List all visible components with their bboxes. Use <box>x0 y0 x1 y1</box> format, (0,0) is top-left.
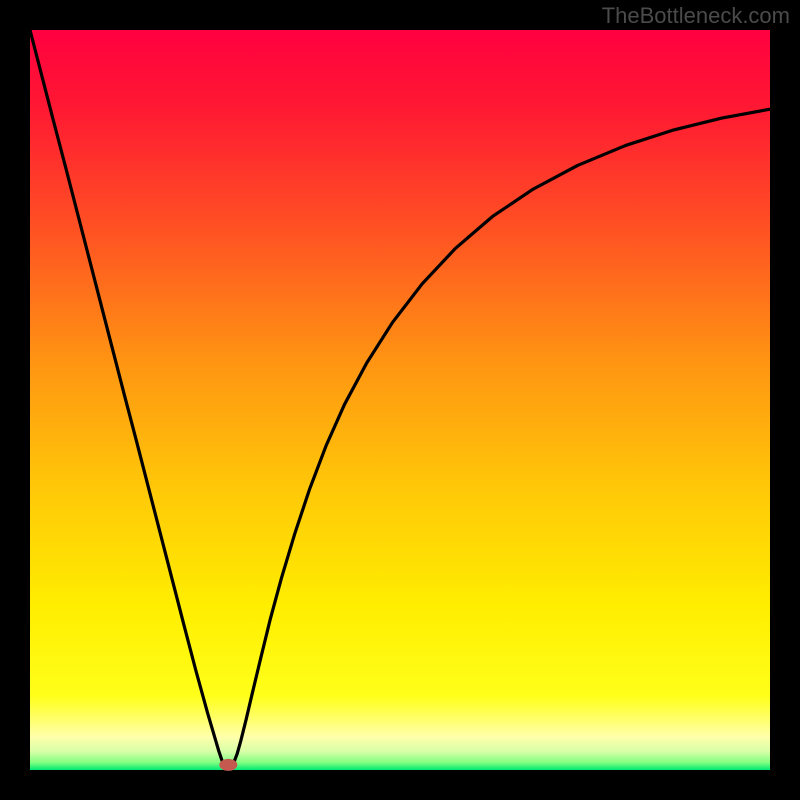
minimum-marker <box>219 759 237 771</box>
plot-background <box>30 30 770 770</box>
chart-container: TheBottleneck.com <box>0 0 800 800</box>
bottleneck-curve-chart <box>0 0 800 800</box>
watermark-text: TheBottleneck.com <box>602 3 790 29</box>
